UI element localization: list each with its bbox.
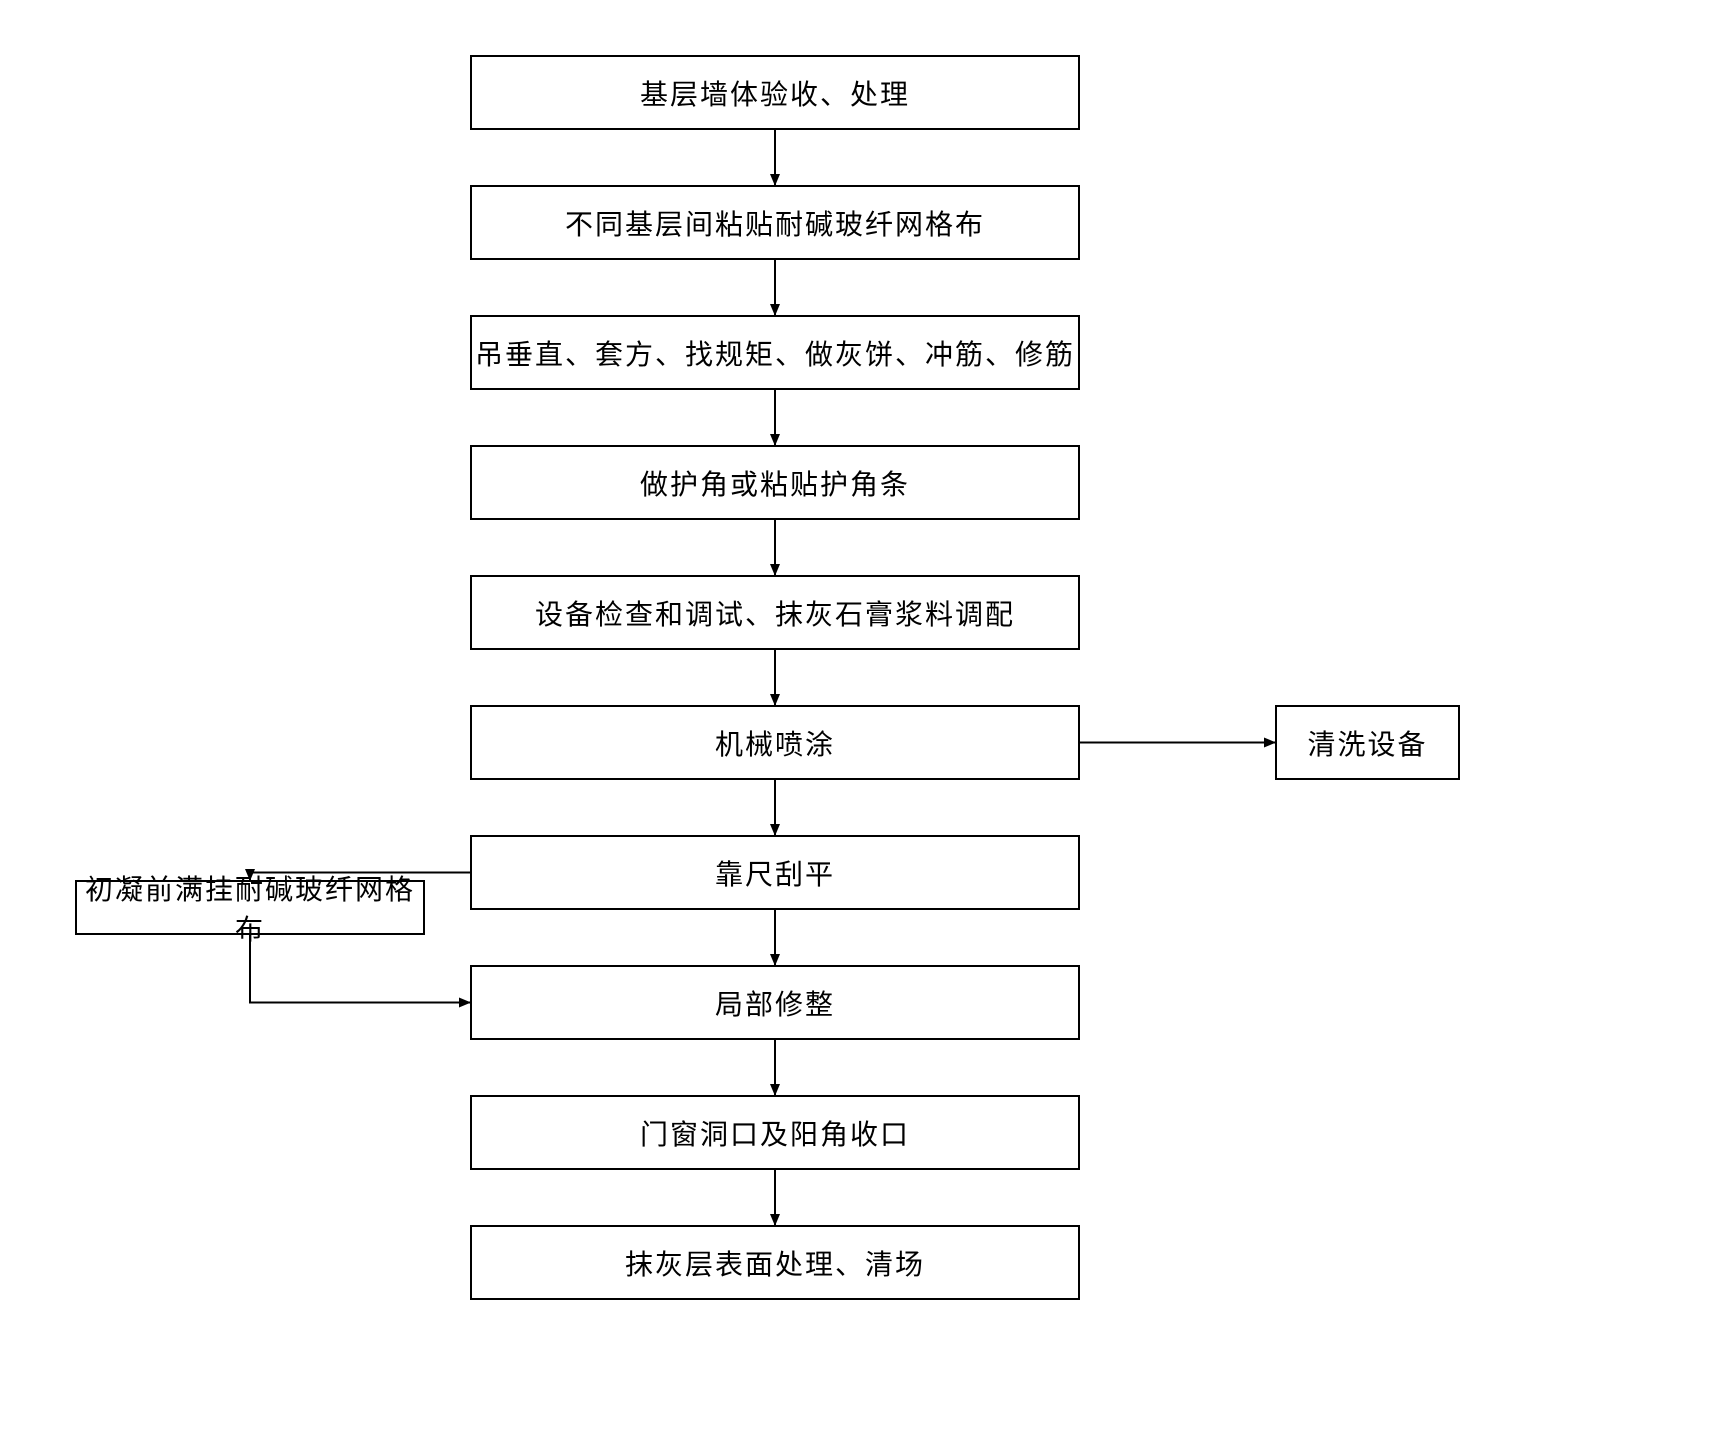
flowchart-node: 机械喷涂 (470, 705, 1080, 780)
flowchart-node: 做护角或粘贴护角条 (470, 445, 1080, 520)
flowchart-node: 不同基层间粘贴耐碱玻纤网格布 (470, 185, 1080, 260)
flowchart-node: 门窗洞口及阳角收口 (470, 1095, 1080, 1170)
flowchart-node: 抹灰层表面处理、清场 (470, 1225, 1080, 1300)
flowchart-node: 初凝前满挂耐碱玻纤网格布 (75, 880, 425, 935)
flowchart-node: 局部修整 (470, 965, 1080, 1040)
flowchart-node: 设备检查和调试、抹灰石膏浆料调配 (470, 575, 1080, 650)
flowchart-node: 靠尺刮平 (470, 835, 1080, 910)
flowchart-node: 吊垂直、套方、找规矩、做灰饼、冲筋、修筋 (470, 315, 1080, 390)
flowchart-container: 基层墙体验收、处理不同基层间粘贴耐碱玻纤网格布吊垂直、套方、找规矩、做灰饼、冲筋… (0, 0, 1712, 1437)
flowchart-node: 清洗设备 (1275, 705, 1460, 780)
flowchart-node: 基层墙体验收、处理 (470, 55, 1080, 130)
